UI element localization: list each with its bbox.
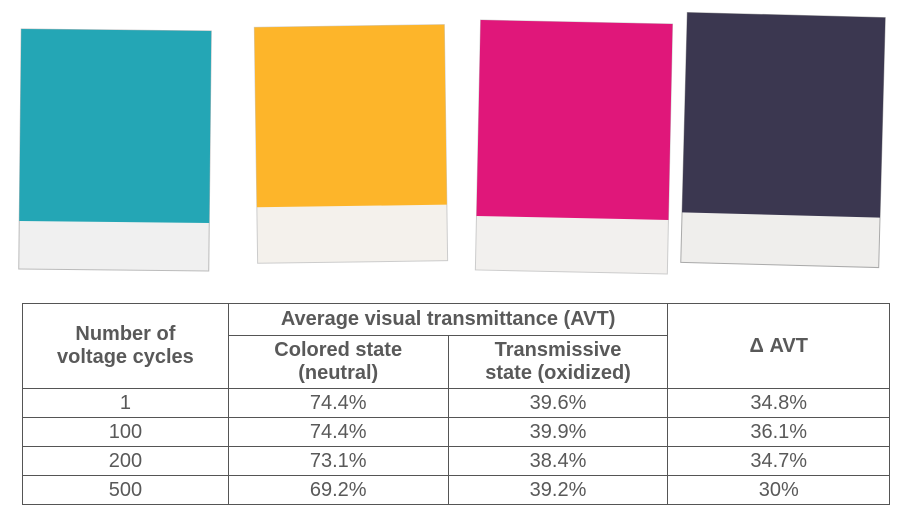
table-cell: 39.6% [447, 388, 669, 418]
table-cell: 100 [22, 417, 229, 447]
table-row: 500 69.2% 39.2% 30% [22, 475, 890, 505]
table-cell: 1 [22, 388, 229, 418]
table-cell: 74.4% [227, 388, 449, 418]
slide-magenta [474, 19, 674, 275]
slide-orange [253, 24, 449, 264]
table-cell: 34.7% [667, 446, 890, 476]
table-cell: 34.8% [667, 388, 890, 418]
header-cell: Average visual transmittance (AVT) [227, 303, 669, 336]
header-cell: Δ AVT [667, 303, 890, 389]
header-cell: Colored state (neutral) [227, 335, 449, 389]
avt-table: Number of voltage cycles Average visual … [22, 303, 890, 505]
table-cell: 39.9% [447, 417, 669, 447]
table-cell: 30% [667, 475, 890, 505]
header-cell: Number of voltage cycles [22, 303, 229, 389]
table-cell: 73.1% [227, 446, 449, 476]
slide-cyan [18, 28, 212, 272]
table-cell: 200 [22, 446, 229, 476]
table-row: 100 74.4% 39.9% 36.1% [22, 417, 890, 447]
slide-dark [680, 11, 886, 269]
photo [18, 11, 886, 275]
table-cell: 39.2% [447, 475, 669, 505]
table-cell: 74.4% [227, 417, 449, 447]
table-row: 200 73.1% 38.4% 34.7% [22, 446, 890, 476]
table-cell: 38.4% [447, 446, 669, 476]
table-row: 1 74.4% 39.6% 34.8% [22, 388, 890, 418]
table-cell: 69.2% [227, 475, 449, 505]
table-cell: 500 [22, 475, 229, 505]
table-cell: 36.1% [667, 417, 890, 447]
header-cell: Transmissive state (oxidized) [447, 335, 669, 389]
